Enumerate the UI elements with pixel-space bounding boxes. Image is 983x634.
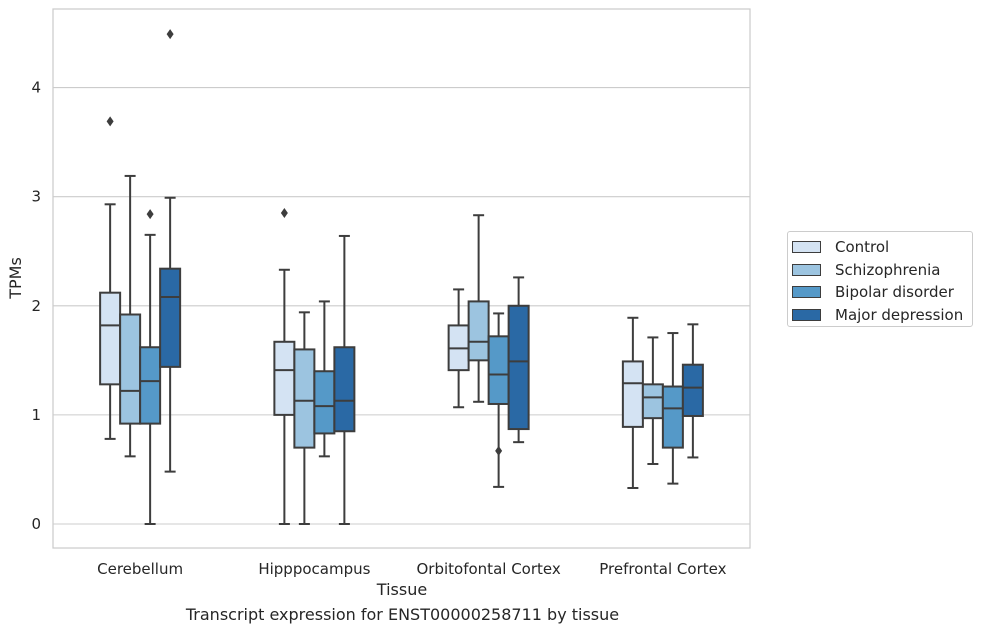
box-bipolar-disorder	[139, 209, 162, 525]
legend-item: Control	[792, 236, 972, 259]
legend-item: Major depression	[792, 304, 972, 327]
box-body	[467, 300, 490, 362]
legend-swatch	[792, 263, 821, 276]
box-body	[487, 335, 510, 405]
outlier-point	[106, 116, 114, 127]
y-tick-labels: 0 1 2 3 4	[31, 79, 41, 533]
box-control	[273, 208, 296, 525]
legend-item: Bipolar disorder	[792, 281, 972, 304]
legend-swatch	[792, 241, 821, 254]
box-control	[99, 116, 122, 440]
box-schizophrenia	[641, 336, 664, 465]
box-body	[273, 340, 296, 416]
outlier-point	[495, 445, 503, 456]
x-tick-label: Cerebellum	[97, 560, 183, 578]
box-body	[293, 348, 316, 449]
legend-item: Schizophrenia	[792, 259, 972, 282]
box-body	[661, 385, 684, 449]
box-body	[681, 363, 704, 417]
plot-area-background	[53, 9, 750, 548]
x-tick-label: Prefrontal Cortex	[599, 560, 726, 578]
legend-label: Schizophrenia	[835, 260, 941, 279]
box-body	[313, 370, 336, 435]
x-tick-labels: Cerebellum Hipppocampus Orbitofontal Corte…	[97, 560, 726, 578]
y-tick-label: 4	[31, 79, 41, 97]
y-tick-label: 3	[31, 188, 41, 206]
figure-caption: Transcript expression for ENST0000025871…	[185, 605, 620, 624]
outlier-point	[146, 209, 154, 220]
x-tick-label: Hipppocampus	[258, 560, 370, 578]
y-tick-label: 1	[31, 406, 41, 424]
box-bipolar-disorder	[661, 332, 684, 485]
box-schizophrenia	[467, 214, 490, 403]
box-body	[641, 383, 664, 420]
box-body	[621, 360, 644, 428]
legend-label: Control	[835, 238, 890, 257]
box-body	[333, 346, 356, 433]
box-body	[99, 291, 122, 386]
x-axis-label: Tissue	[376, 580, 427, 599]
box-major-depression	[333, 234, 356, 525]
y-tick-label: 2	[31, 297, 41, 315]
box-control	[621, 316, 644, 489]
legend: Control Schizophrenia Bipolar disorder Majo…	[787, 231, 973, 327]
legend-swatch	[792, 308, 821, 321]
legend-label: Bipolar disorder	[835, 283, 954, 302]
legend-swatch	[792, 286, 821, 299]
box-major-depression	[681, 323, 704, 459]
box-body	[139, 346, 162, 425]
box-major-depression	[159, 29, 182, 473]
outlier-point	[280, 208, 288, 219]
box-series-group	[99, 29, 704, 525]
box-major-depression	[507, 276, 530, 444]
x-tick-label: Orbitofontal Cortex	[417, 560, 561, 578]
y-axis-label: TPMs	[6, 257, 25, 300]
box-body	[159, 267, 182, 368]
legend-label: Major depression	[835, 305, 964, 324]
box-body	[507, 304, 530, 431]
box-body	[119, 313, 142, 425]
y-tick-label: 0	[31, 515, 41, 533]
plot-area-frame	[52, 8, 751, 549]
outlier-point	[166, 29, 174, 40]
box-bipolar-disorder	[313, 300, 336, 458]
